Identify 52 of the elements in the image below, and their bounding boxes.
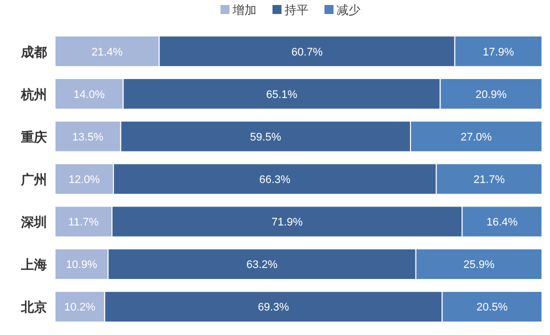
y-tick-label: 成都 xyxy=(20,44,47,60)
data-label: 14.0% xyxy=(73,88,105,101)
bar xyxy=(54,78,124,110)
data-label: 71.9% xyxy=(271,216,303,229)
data-label: 59.5% xyxy=(250,131,282,144)
bar xyxy=(54,206,112,238)
y-tick-label: 北京 xyxy=(20,300,47,315)
bar xyxy=(122,78,441,110)
data-label: 16.4% xyxy=(486,216,518,229)
data-label: 66.3% xyxy=(259,174,291,186)
bar xyxy=(440,78,542,110)
data-label: 12.0% xyxy=(68,174,100,186)
y-tick-label: 重庆 xyxy=(20,129,47,144)
data-label: 69.3% xyxy=(258,302,290,314)
data-label: 65.1% xyxy=(266,88,298,101)
data-label: 21.4% xyxy=(92,46,123,58)
data-label: 27.0% xyxy=(460,131,492,144)
bar xyxy=(54,120,122,152)
bar xyxy=(54,163,114,195)
bar xyxy=(54,248,109,280)
data-label: 17.9% xyxy=(482,46,514,58)
data-label: 13.5% xyxy=(72,131,104,144)
bar xyxy=(104,290,443,323)
data-label: 21.7% xyxy=(474,174,505,186)
bar xyxy=(54,290,106,323)
data-label: 20.9% xyxy=(476,88,507,101)
legend-label: 增加 xyxy=(232,3,256,17)
data-label: 20.5% xyxy=(476,302,508,314)
data-label: 25.9% xyxy=(463,259,495,272)
bar xyxy=(120,120,412,152)
y-tick-label: 广州 xyxy=(20,172,47,187)
y-tick-label: 杭州 xyxy=(20,86,47,102)
bar xyxy=(415,248,542,280)
data-label: 11.7% xyxy=(68,216,99,229)
bar xyxy=(462,206,542,238)
bar xyxy=(410,120,542,152)
bar xyxy=(111,206,463,238)
y-tick-label: 深圳 xyxy=(20,214,47,230)
y-tick-label: 上海 xyxy=(20,257,47,272)
bar xyxy=(112,163,437,195)
legend-label: 减少 xyxy=(336,3,360,17)
data-label: 60.7% xyxy=(291,46,323,58)
data-label: 10.2% xyxy=(64,302,96,314)
bar xyxy=(442,290,542,323)
bar xyxy=(436,163,542,195)
bar xyxy=(454,35,542,68)
series-label: 持平 xyxy=(284,3,308,17)
bar xyxy=(108,248,416,280)
bar xyxy=(158,35,456,68)
data-label: 10.9% xyxy=(66,259,98,272)
data-label: 63.2% xyxy=(246,259,278,272)
bar xyxy=(54,35,160,68)
